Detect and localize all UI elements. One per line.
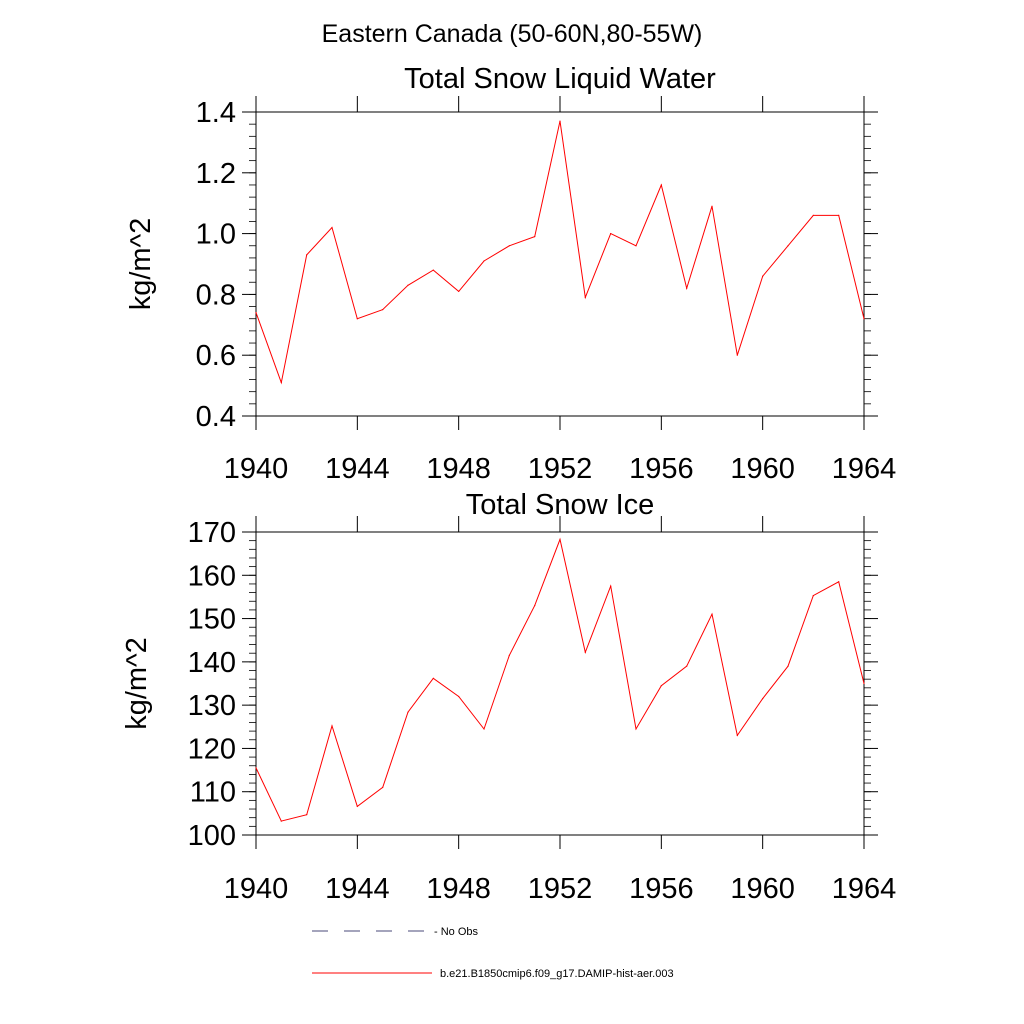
data-point <box>610 585 612 587</box>
chart-panel-1: Total Snow Liquid Water 1940 1944 1948 1952 1… <box>125 63 896 485</box>
x-tick-label: 1952 <box>528 453 593 485</box>
y-axis-label: kg/m^2 <box>121 637 153 730</box>
data-point <box>255 767 257 769</box>
x-tick-label: 1956 <box>629 873 694 905</box>
data-point <box>508 245 510 247</box>
x-tick-label: 1960 <box>730 453 795 485</box>
data-point <box>838 581 840 583</box>
x-tick-label: 1964 <box>832 873 897 905</box>
data-point <box>331 226 333 229</box>
data-point <box>306 814 308 816</box>
x-tick-label: 1948 <box>426 453 491 485</box>
data-point <box>736 734 738 737</box>
chart-panel-2: Total Snow Ice 1940 1944 1948 1952 1956 1960 19… <box>121 489 896 905</box>
data-point <box>762 275 764 277</box>
chart-title: Total Snow Ice <box>466 489 655 521</box>
data-point <box>584 651 586 653</box>
x-tick-label: 1956 <box>629 453 694 485</box>
y-tick-label: 160 <box>188 560 236 592</box>
data-point <box>559 120 561 122</box>
y-axis-label: kg/m^2 <box>125 218 157 311</box>
x-tick-label: 1952 <box>528 873 593 905</box>
y-tick-label: 120 <box>188 733 236 765</box>
data-point <box>736 354 738 356</box>
data-point <box>306 254 308 256</box>
data-point <box>838 214 840 216</box>
page-title: Eastern Canada (50-60N,80-55W) <box>322 20 703 48</box>
y-tick-label: 1.4 <box>196 97 236 129</box>
y-tick-label: 170 <box>188 517 236 549</box>
data-point <box>255 312 257 314</box>
y-tick-label: 1.0 <box>196 219 236 251</box>
y-tick-label: 150 <box>188 604 236 636</box>
y-tick-label: 100 <box>188 820 236 852</box>
x-tick-label: 1944 <box>325 873 390 905</box>
legend-label-model: b.e21.B1850cmip6.f09_g17.DAMIP-hist-aer.… <box>440 968 674 980</box>
y-tick-label: 1.2 <box>196 158 236 190</box>
data-point <box>534 604 536 607</box>
data-point <box>382 786 384 788</box>
legend: - No Obs b.e21.B1850cmip6.f09_g17.DAMIP-h… <box>312 926 674 980</box>
x-tick-label: 1940 <box>224 873 289 905</box>
legend-label-no-obs: - No Obs <box>434 926 479 938</box>
data-point <box>508 654 510 656</box>
data-point <box>356 318 358 320</box>
x-tick-label: 1944 <box>325 453 390 485</box>
data-point <box>660 184 662 186</box>
data-point <box>280 381 282 384</box>
x-tick-label: 1948 <box>426 873 491 905</box>
data-point <box>407 711 409 713</box>
data-point <box>432 269 434 271</box>
data-point <box>660 685 662 687</box>
chart-title: Total Snow Liquid Water <box>404 63 716 95</box>
data-point <box>458 695 460 698</box>
data-point <box>382 309 384 311</box>
data-point <box>711 613 713 615</box>
data-point <box>635 245 637 247</box>
series-line-1 <box>255 537 865 822</box>
data-point <box>331 725 333 727</box>
data-point <box>584 296 586 299</box>
data-point <box>356 805 358 808</box>
data-point <box>812 595 814 597</box>
data-point <box>762 698 764 700</box>
x-tick-label: 1940 <box>224 453 289 485</box>
data-point <box>432 677 434 679</box>
y-tick-label: 130 <box>188 690 236 722</box>
data-point <box>534 236 536 238</box>
x-tick-label: 1964 <box>832 453 897 485</box>
data-point <box>483 260 485 262</box>
data-point <box>787 245 789 247</box>
data-point <box>407 284 409 286</box>
y-tick-label: 0.6 <box>196 340 236 372</box>
data-point <box>686 665 688 667</box>
data-point <box>458 290 460 292</box>
data-point <box>686 287 688 289</box>
data-point <box>863 682 865 685</box>
data-point <box>610 233 612 235</box>
series-line-1 <box>255 120 865 385</box>
y-tick-label: 140 <box>188 647 236 679</box>
data-point <box>635 728 637 730</box>
data-point <box>483 728 485 730</box>
data-point <box>812 214 814 216</box>
data-point <box>787 665 789 667</box>
data-point <box>711 205 713 207</box>
y-tick-label: 0.4 <box>196 401 236 433</box>
y-tick-label: 110 <box>190 777 236 809</box>
y-tick-label: 0.8 <box>196 279 236 311</box>
x-tick-label: 1960 <box>730 873 795 905</box>
data-point <box>559 538 561 540</box>
data-point <box>280 820 282 822</box>
data-point <box>863 318 865 320</box>
